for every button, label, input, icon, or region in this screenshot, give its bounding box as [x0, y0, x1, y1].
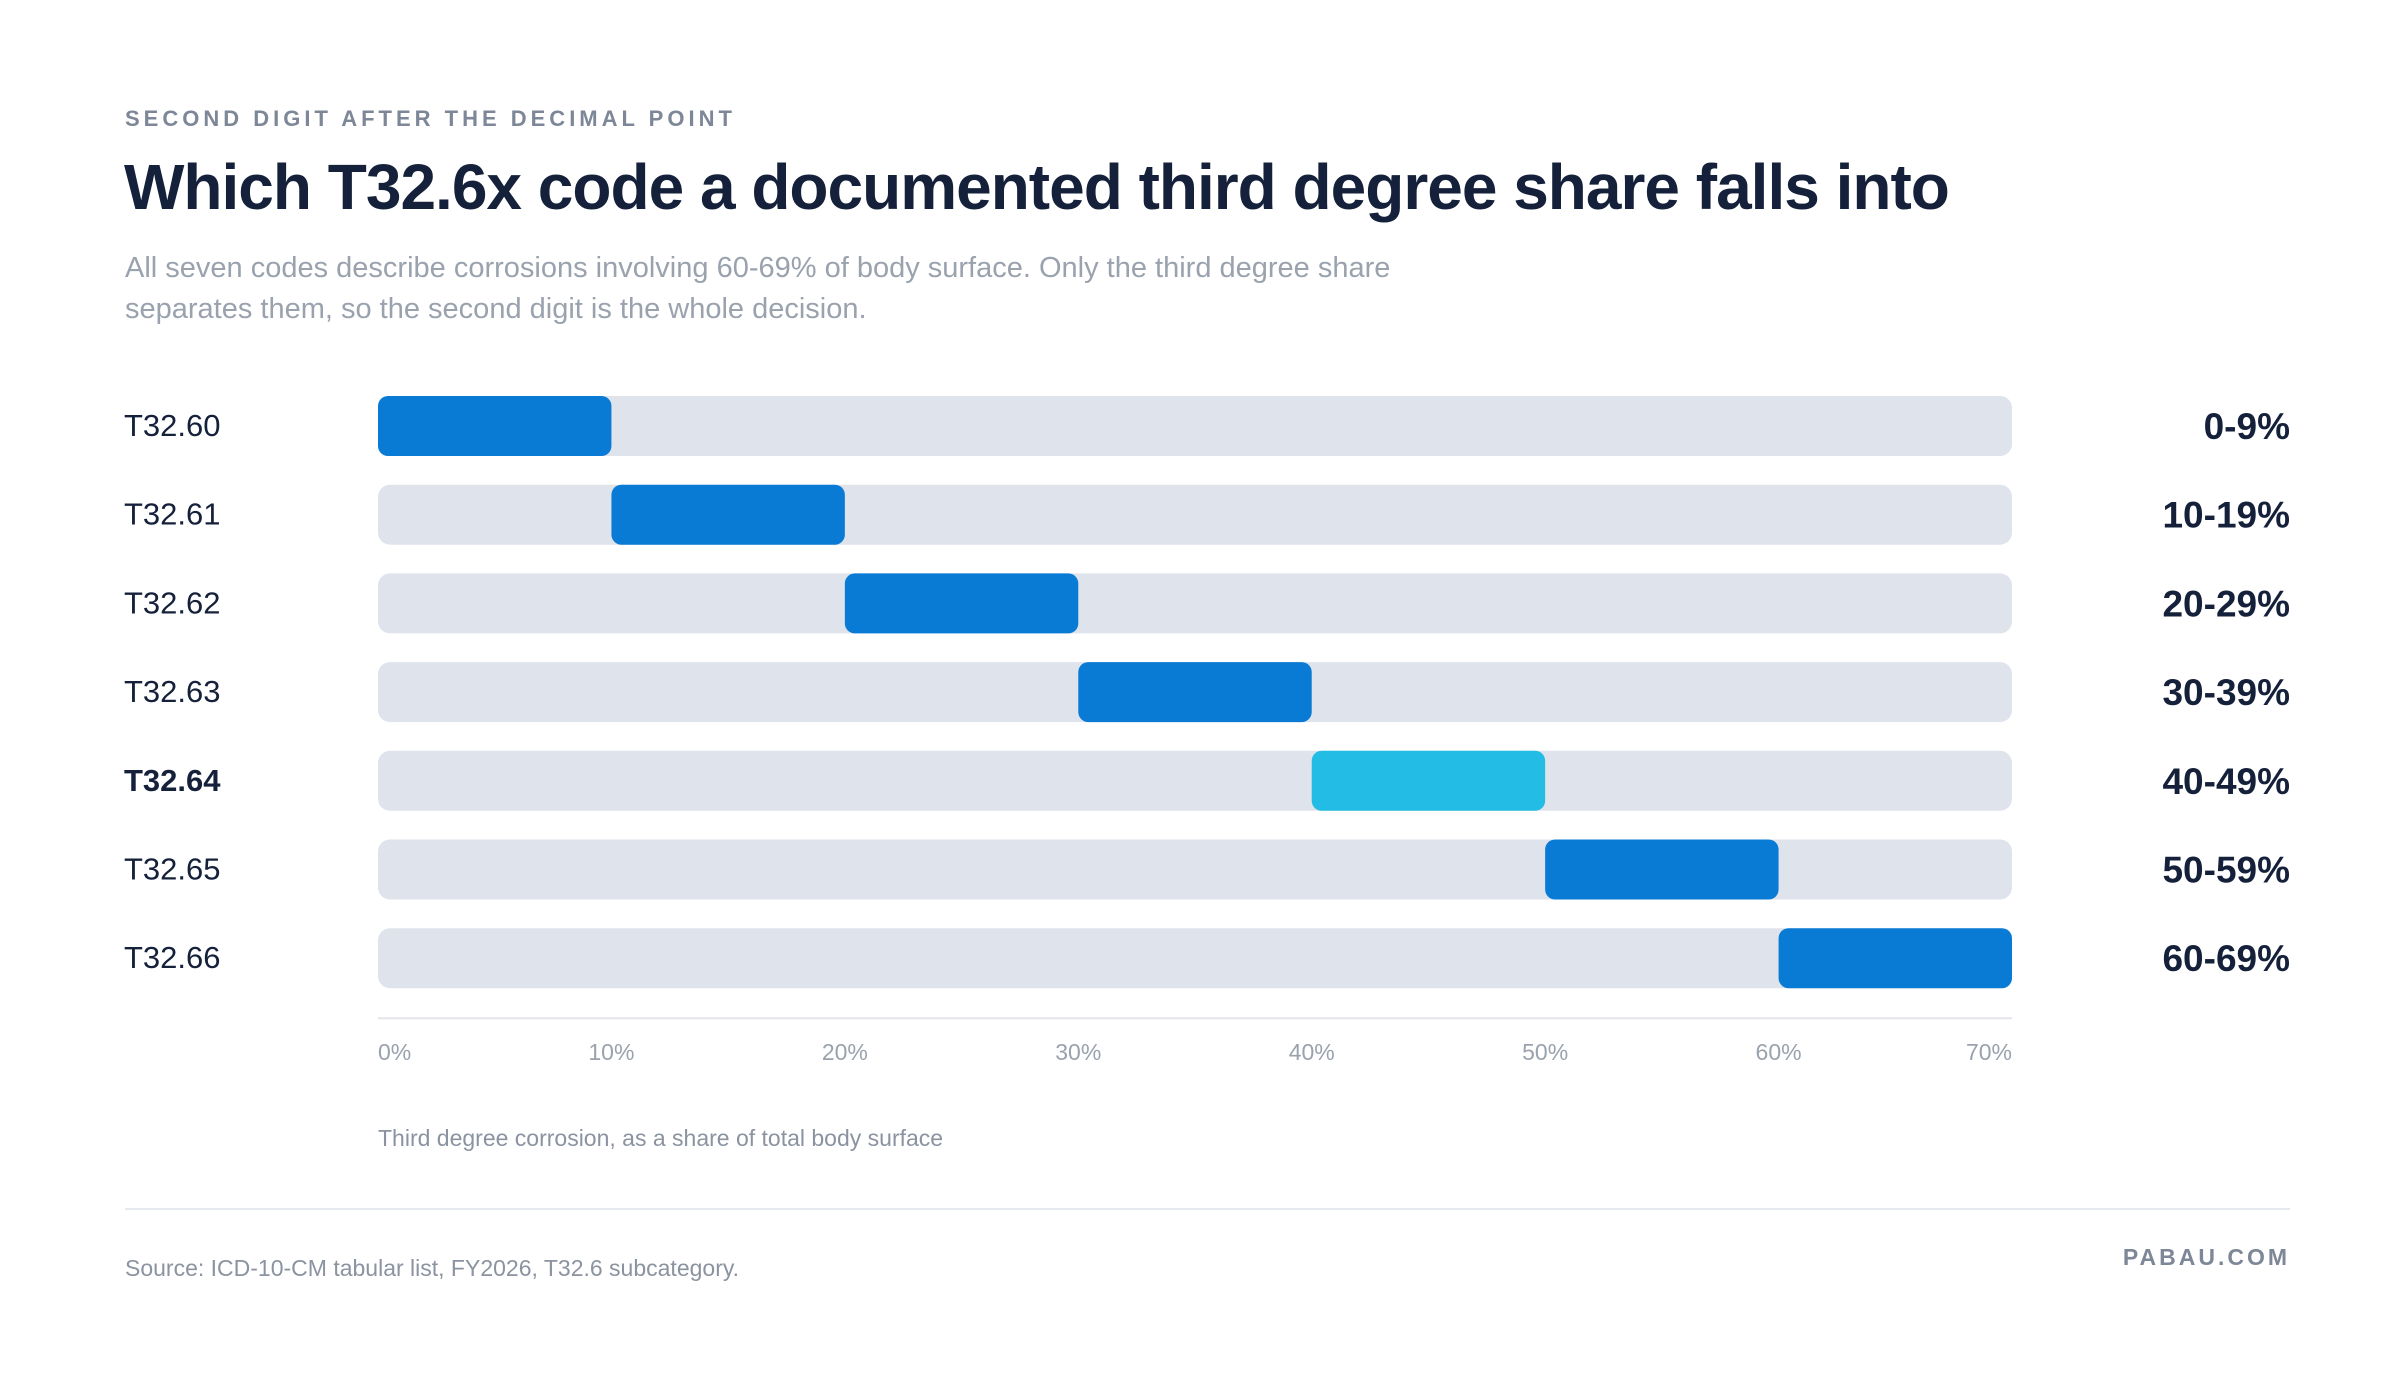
x-tick-label: 60%	[1756, 1039, 1802, 1065]
source-note: Source: ICD-10-CM tabular list, FY2026, …	[125, 1255, 740, 1281]
row-range-label: 40-49%	[2162, 761, 2290, 802]
range-bar	[844, 573, 1079, 634]
x-axis-label: Third degree corrosion, as a share of to…	[378, 1125, 944, 1151]
chart-subtitle: All seven codes describe corrosions invo…	[125, 252, 1391, 325]
row-code-label: T32.64	[124, 763, 221, 798]
bar-track	[378, 396, 2012, 456]
row-code-label: T32.61	[124, 497, 221, 532]
x-tick-label: 30%	[1055, 1039, 1101, 1065]
x-tick-label: 20%	[822, 1039, 868, 1065]
row-range-label: 0-9%	[2204, 406, 2290, 447]
row-code-label: T32.65	[124, 852, 221, 887]
highlighted-range-bar	[1311, 750, 1546, 811]
x-tick-label: 50%	[1522, 1039, 1568, 1065]
x-tick-label: 70%	[1966, 1039, 2012, 1065]
range-bar	[1078, 662, 1312, 723]
bar-track	[378, 573, 2012, 634]
chart-eyebrow: SECOND DIGIT AFTER THE DECIMAL POINT	[125, 106, 736, 131]
row-range-label: 10-19%	[2162, 495, 2290, 536]
row-range-label: 20-29%	[2162, 583, 2290, 624]
range-bar	[1545, 839, 1779, 900]
row-range-label: 50-59%	[2162, 850, 2290, 891]
bar-track	[378, 928, 2012, 989]
bar-track	[378, 750, 2012, 811]
range-bar	[378, 396, 612, 456]
footer-divider	[125, 1208, 2290, 1210]
x-tick-label: 10%	[588, 1039, 634, 1065]
x-tick-label: 40%	[1289, 1039, 1335, 1065]
range-bar	[611, 484, 845, 545]
chart-title: Which T32.6x code a documented third deg…	[124, 151, 1950, 223]
range-bar	[1778, 928, 2012, 989]
row-range-label: 60-69%	[2162, 938, 2290, 979]
x-tick-label: 0%	[378, 1039, 411, 1065]
row-code-label: T32.63	[124, 674, 221, 709]
row-code-label: T32.62	[124, 585, 221, 620]
brand-logo-text: PABAU.COM	[2122, 1244, 2290, 1270]
row-code-label: T32.66	[124, 940, 221, 975]
row-code-label: T32.60	[124, 408, 221, 443]
row-range-label: 30-39%	[2162, 672, 2290, 713]
